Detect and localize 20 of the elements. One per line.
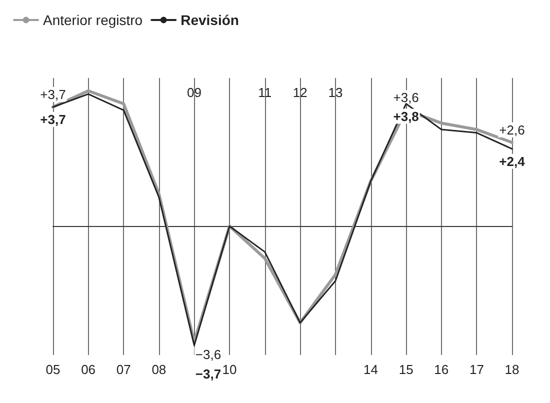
x-tick-label: 10 xyxy=(222,362,237,377)
x-tick-label: 06 xyxy=(81,362,96,377)
x-tick-label: 14 xyxy=(364,362,378,377)
data-label: +3,6 xyxy=(393,90,419,106)
data-label: −3,7 xyxy=(195,366,222,382)
x-tick-label: 17 xyxy=(469,362,484,377)
data-label: +3,8 xyxy=(393,108,419,124)
data-label: +3,7 xyxy=(40,112,66,127)
legend-label: Anterior registro xyxy=(43,12,143,28)
x-tick-label: 05 xyxy=(46,362,60,377)
data-label: +2,6 xyxy=(499,122,525,138)
data-label: +3,7 xyxy=(40,86,66,102)
legend-label: Revisión xyxy=(180,12,239,28)
data-label: −3,6 xyxy=(195,347,222,362)
x-tick-label: 08 xyxy=(152,362,166,377)
x-tick-label: 07 xyxy=(116,362,131,377)
x-tick-label: 16 xyxy=(434,362,449,377)
x-tick-label: 18 xyxy=(504,362,520,377)
data-label: +2,4 xyxy=(499,154,526,169)
x-tick-label: 15 xyxy=(398,362,414,377)
